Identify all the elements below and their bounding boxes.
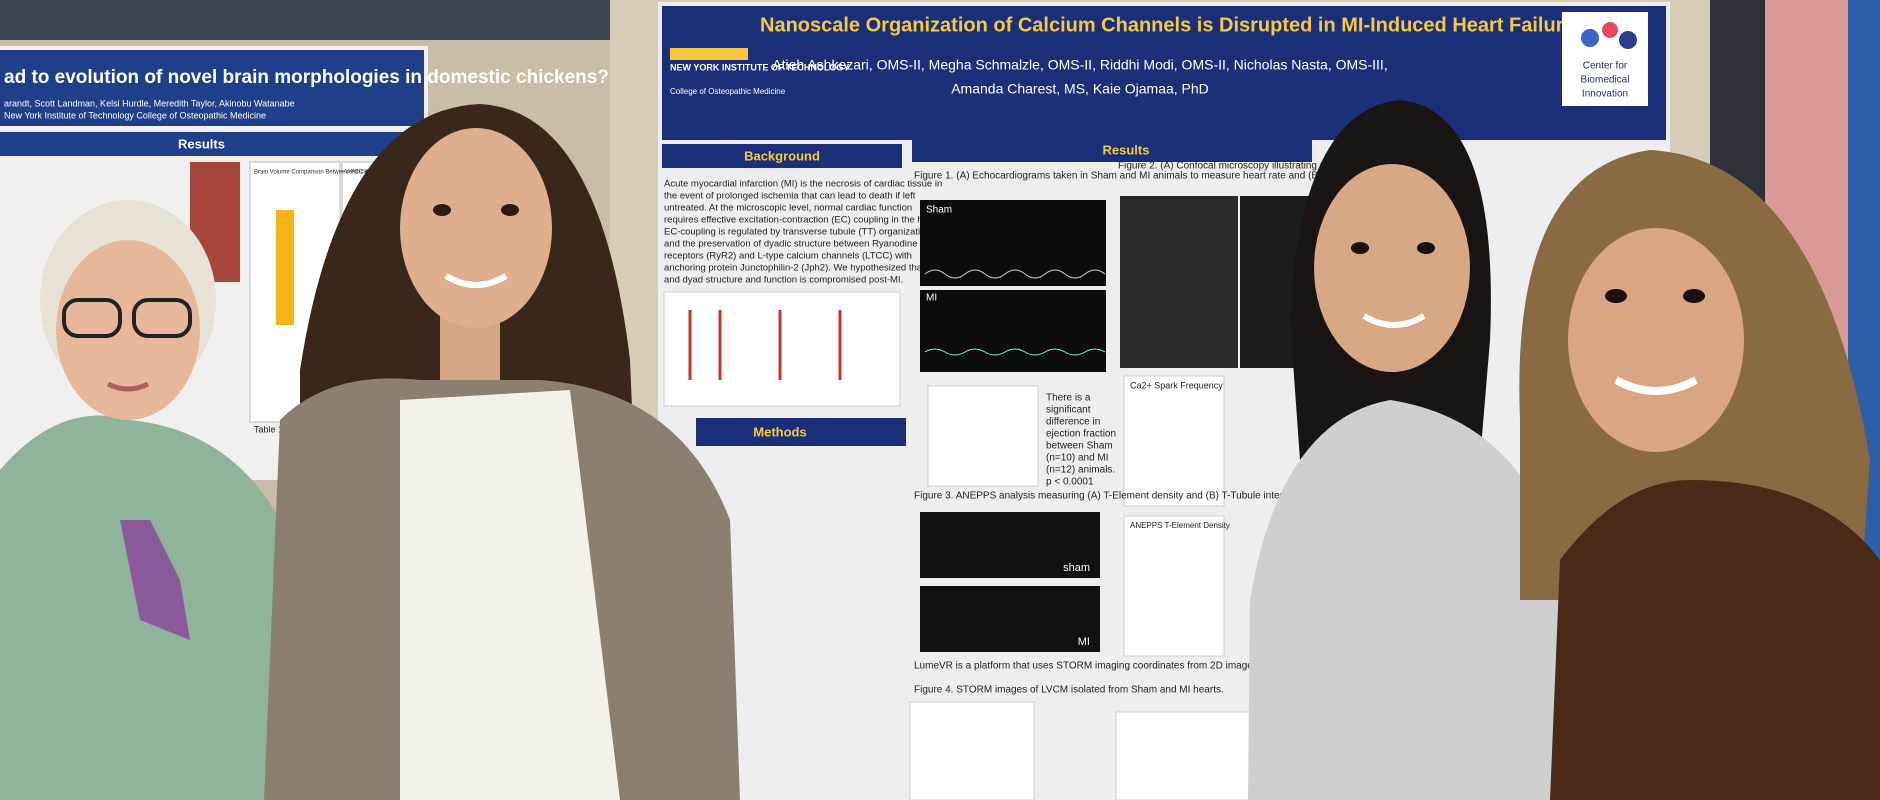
left-affiliation: New York Institute of Technology College… [4, 110, 266, 120]
person-4 [1519, 150, 1880, 800]
text-line: and dyad structure and function is compr… [664, 275, 903, 286]
figure-caption: Figure 2. (A) Confocal microscopy illust… [1118, 161, 1467, 172]
smile [1362, 313, 1426, 328]
logo-text: Biomedical [1581, 75, 1630, 86]
face [1314, 164, 1470, 372]
storm-image [909, 701, 1035, 800]
figure-caption: Figure 1. (A) Echocardiograms taken in S… [914, 171, 1394, 182]
text-line: between Sham [1046, 441, 1113, 452]
image-label: MI [926, 293, 937, 304]
text-line: receptors (RyR2) and L-type calcium chan… [664, 251, 912, 262]
person-2 [264, 104, 740, 800]
left-title-bar [0, 50, 424, 126]
text-line: significant [1046, 405, 1091, 416]
plot-title: ANEPPS T-Element Density [1130, 521, 1230, 530]
left-authors: arandt, Scott Landman, Kelsi Hurdle, Mer… [4, 98, 295, 108]
logo-dot [1581, 29, 1599, 47]
figure-caption: Figure 4. STORM images of LVCM isolated … [914, 685, 1224, 696]
figure-caption: Figure 3. ANEPPS analysis measuring (A) … [914, 491, 1298, 502]
face [56, 240, 200, 420]
college: College of Osteopathic Medicine [670, 87, 786, 96]
anepps-image [920, 586, 1100, 652]
smile [1614, 376, 1698, 395]
text-line: the event of prolonged ischemia that can… [664, 191, 916, 202]
logo-dot [1602, 22, 1618, 38]
person-3 [1248, 100, 1560, 800]
eye [1351, 242, 1369, 254]
background-text: Acute myocardial infarction (MI) is the … [664, 179, 942, 286]
smile [106, 381, 150, 392]
image-label: Sham [926, 205, 952, 216]
text-line: Acute myocardial infarction (MI) is the … [664, 179, 942, 190]
text-line: difference in [1046, 417, 1100, 428]
text-line: requires effective excitation-contractio… [664, 215, 942, 226]
text-line: anchoring protein Junctophilin-2 (Jph2).… [664, 263, 939, 274]
eye [433, 204, 451, 216]
shirt [120, 520, 190, 640]
logo-dot [1619, 31, 1637, 49]
logo-text: Center for [1583, 61, 1628, 72]
text-line: (n=12) animals. [1046, 465, 1115, 476]
eye [1605, 289, 1627, 303]
left-title: ad to evolution of novel brain morpholog… [4, 67, 609, 88]
houndstooth-top [1248, 400, 1560, 800]
smile [444, 273, 508, 288]
text-line: There is a [1046, 393, 1091, 404]
storm-image [1115, 711, 1267, 800]
glasses [62, 298, 122, 338]
section-bar [696, 418, 906, 446]
echo-image [920, 290, 1106, 372]
echo-trace [924, 269, 1106, 279]
title-bar [662, 6, 1666, 140]
echo-image [920, 200, 1106, 286]
eye [501, 204, 519, 216]
plot-panel [927, 385, 1039, 487]
text-line: (n=10) and MI [1046, 453, 1109, 464]
confocal-image [1120, 196, 1238, 368]
image-label: sham [1063, 562, 1090, 574]
person-1 [0, 200, 290, 800]
shirt [1550, 480, 1880, 800]
authors: Atieh Ashkezari, OMS-II, Megha Schmalzle… [772, 57, 1387, 73]
text-line: and the preservation of dyadic structure… [664, 239, 918, 250]
eye [1417, 242, 1435, 254]
section-bar [662, 144, 902, 168]
section-bar [912, 138, 1312, 162]
text-line: untreated. At the microscopic level, nor… [664, 203, 912, 214]
chart-title: Brain Volume Comparison Between PCC & ML… [254, 170, 384, 176]
section-title: Methods [753, 424, 806, 439]
plot-title: Ca2+ Spark Frequency [1130, 380, 1223, 390]
face [1568, 228, 1744, 452]
bar-image [276, 210, 294, 325]
poster-title: Nanoscale Organization of Calcium Channe… [760, 14, 1575, 36]
echo-trace [924, 348, 1106, 356]
glasses [132, 298, 192, 338]
eye [1683, 289, 1705, 303]
image-label: MI [1078, 636, 1090, 648]
logo-text: Innovation [1582, 89, 1628, 100]
plot-panel [1123, 515, 1225, 657]
left-section: Results [178, 136, 225, 151]
panel-top [0, 0, 610, 40]
nyit-mark [670, 48, 748, 60]
anepps-image [920, 512, 1100, 578]
authors: Amanda Charest, MS, Kaie Ojamaa, PhD [951, 81, 1209, 97]
plot-panel [1123, 375, 1225, 507]
face [400, 128, 552, 328]
diagram [663, 291, 901, 407]
section-title: Background [744, 148, 820, 163]
text-line: EC-coupling is regulated by transverse t… [664, 227, 931, 238]
section-title: Results [1103, 142, 1150, 157]
lume-text: LumeVR is a platform that uses STORM ima… [914, 661, 1281, 672]
lace-top [400, 390, 620, 800]
text-line: p < 0.0001 [1046, 477, 1094, 488]
text-line: ejection fraction [1046, 429, 1116, 440]
institution: NEW YORK INSTITUTE OF TECHNOLOGY [670, 62, 849, 72]
diagram-lines [688, 310, 842, 380]
left-section-bar [0, 132, 424, 156]
